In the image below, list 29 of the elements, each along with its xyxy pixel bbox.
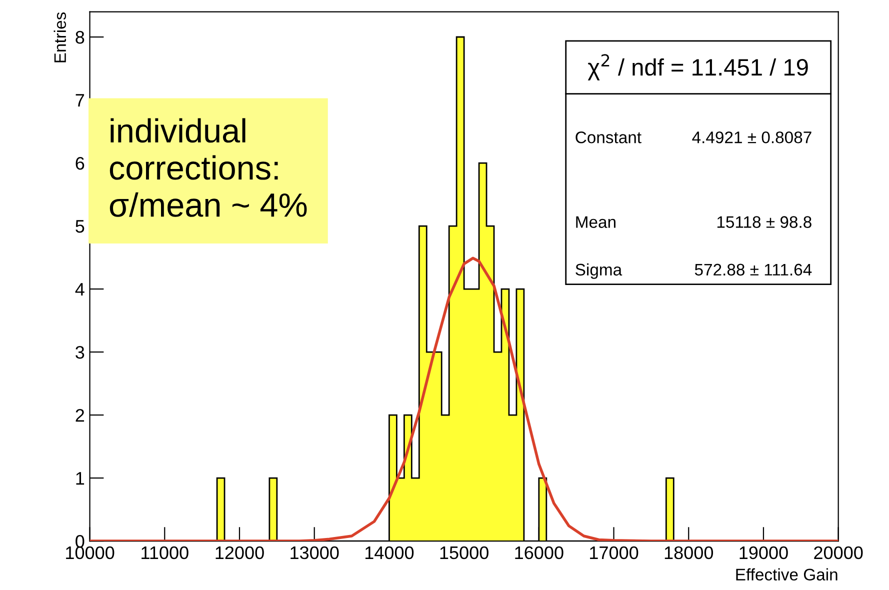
- annotation: Sigma: [576, 263, 622, 279]
- annotation: Constant: [576, 131, 642, 144]
- x-axis-title: Effective Gain: [736, 568, 838, 581]
- y-tick-label: 1: [76, 472, 84, 485]
- x-tick-label: 10000: [66, 546, 114, 560]
- x-tick-label: 11000: [142, 546, 188, 560]
- x-tick-label: 20000: [814, 546, 863, 560]
- y-tick-label: 8: [76, 30, 84, 44]
- x-tick-label: 14000: [365, 546, 414, 560]
- annotation: χ$^{2}$ / ndf = 11.451 / 19: [588, 54, 808, 80]
- x-tick-label: 19000: [740, 546, 788, 560]
- annotation: Mean: [576, 216, 616, 228]
- y-tick-label: 3: [76, 346, 84, 359]
- annotation: individual corrections: σ/mean ~ 4%: [110, 118, 307, 217]
- y-tick-label: 6: [76, 156, 84, 170]
- y-tick-label: 7: [76, 94, 84, 107]
- annotation: 572.88 ± 111.64: [694, 264, 812, 276]
- x-tick-label: 17000: [590, 546, 638, 560]
- x-tick-label: 12000: [216, 546, 264, 560]
- x-tick-label: 15000: [440, 546, 488, 560]
- y-axis-title: Entries: [54, 12, 66, 62]
- x-tick-label: 13000: [290, 546, 339, 560]
- x-tick-label: 16000: [515, 546, 564, 560]
- x-tick-label: 18000: [664, 546, 714, 560]
- y-tick-label: 5: [76, 220, 84, 233]
- annotation: 15118 ± 98.8: [717, 216, 812, 228]
- annotation: 4.4921 ± 0.8087: [692, 131, 812, 144]
- y-tick-label: 2: [76, 408, 84, 422]
- y-tick-label: 4: [75, 283, 84, 296]
